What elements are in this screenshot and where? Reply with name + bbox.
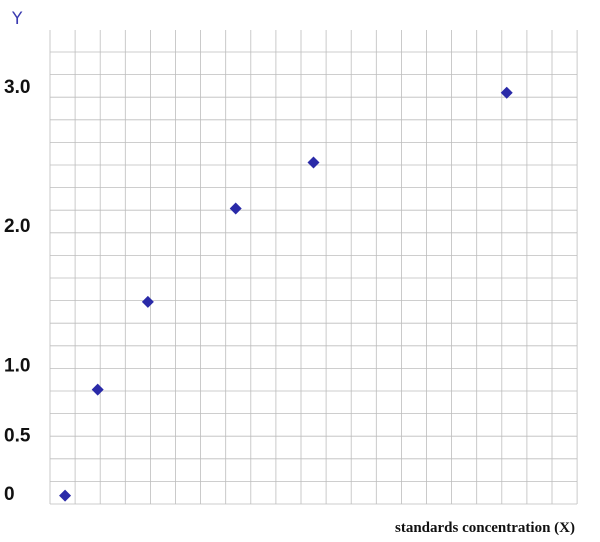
data-point-marker <box>307 156 320 169</box>
data-point-marker <box>141 295 154 308</box>
data-point-marker <box>91 383 104 396</box>
y-tick-label: 1.0 <box>4 356 30 377</box>
y-tick-label: 0 <box>4 484 15 505</box>
data-points <box>59 86 513 502</box>
y-axis-title: Y <box>11 9 23 29</box>
y-tick-label: 2.0 <box>4 216 30 237</box>
y-tick-labels: 0 0.5 1.0 2.0 3.0 <box>4 77 31 505</box>
x-axis-title: standards concentration (X) <box>395 520 575 536</box>
y-tick-label: 0.5 <box>4 425 31 446</box>
y-tick-label: 3.0 <box>4 77 30 98</box>
chart-grid <box>49 30 578 505</box>
data-point-marker <box>229 202 242 215</box>
data-point-marker <box>59 489 72 502</box>
data-point-marker <box>500 86 513 99</box>
